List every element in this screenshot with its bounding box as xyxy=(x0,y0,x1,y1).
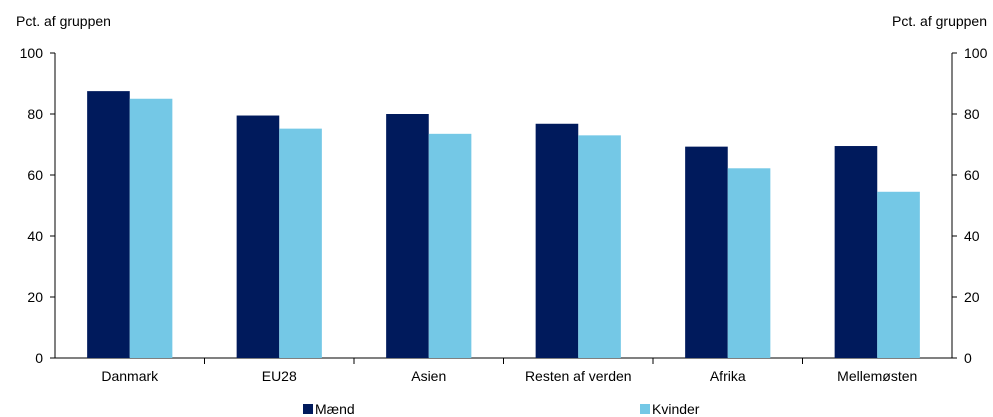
x-tick-label: Resten af verden xyxy=(525,368,632,384)
bar-m-nd-4 xyxy=(685,146,728,358)
right-y-tick-label: 20 xyxy=(964,289,980,305)
bar-m-nd-3 xyxy=(535,123,579,358)
bar-kvinder-5 xyxy=(877,191,920,358)
bars xyxy=(87,91,920,359)
right-y-tick-label: 100 xyxy=(964,45,988,61)
axes: 0 0 20 20 40 40 60 60 80 80 100 100 xyxy=(20,45,988,366)
legend-label-0: Mænd xyxy=(315,401,355,417)
x-tick-label: Mellemøsten xyxy=(837,368,917,384)
right-y-tick-label: 40 xyxy=(964,228,980,244)
left-y-tick-label: 0 xyxy=(35,350,43,366)
left-y-tick-label: 40 xyxy=(27,228,43,244)
x-tick-label: EU28 xyxy=(262,368,297,384)
bar-kvinder-3 xyxy=(578,135,621,358)
left-y-tick-label: 80 xyxy=(27,106,43,122)
x-tick-label: Asien xyxy=(411,368,446,384)
bar-m-nd-0 xyxy=(87,91,130,358)
left-axis-unit: Pct. af gruppen xyxy=(16,13,111,29)
bar-kvinder-1 xyxy=(279,128,322,358)
legend-swatch-0 xyxy=(303,404,313,414)
right-y-tick-label: 60 xyxy=(964,167,980,183)
left-y-tick-label: 100 xyxy=(20,45,44,61)
bar-m-nd-5 xyxy=(834,146,878,358)
x-tick-label: Danmark xyxy=(101,368,159,384)
bar-m-nd-2 xyxy=(386,114,429,358)
legend-swatch-1 xyxy=(640,404,650,414)
right-y-tick-label: 0 xyxy=(964,350,972,366)
left-y-tick-label: 60 xyxy=(27,167,43,183)
bar-kvinder-0 xyxy=(129,98,173,358)
left-y-tick-label: 20 xyxy=(27,289,43,305)
legend-label-1: Kvinder xyxy=(652,401,700,417)
legend: Mænd Kvinder xyxy=(303,401,700,417)
right-axis-unit: Pct. af gruppen xyxy=(892,13,987,29)
x-tick-label: Afrika xyxy=(710,368,746,384)
bar-m-nd-1 xyxy=(236,115,280,359)
bar-kvinder-4 xyxy=(727,168,771,358)
bar-kvinder-2 xyxy=(428,133,472,358)
x-axis-labels: Danmark EU28 Asien Resten af verden Afrika Me… xyxy=(101,368,917,384)
right-y-tick-label: 80 xyxy=(964,106,980,122)
